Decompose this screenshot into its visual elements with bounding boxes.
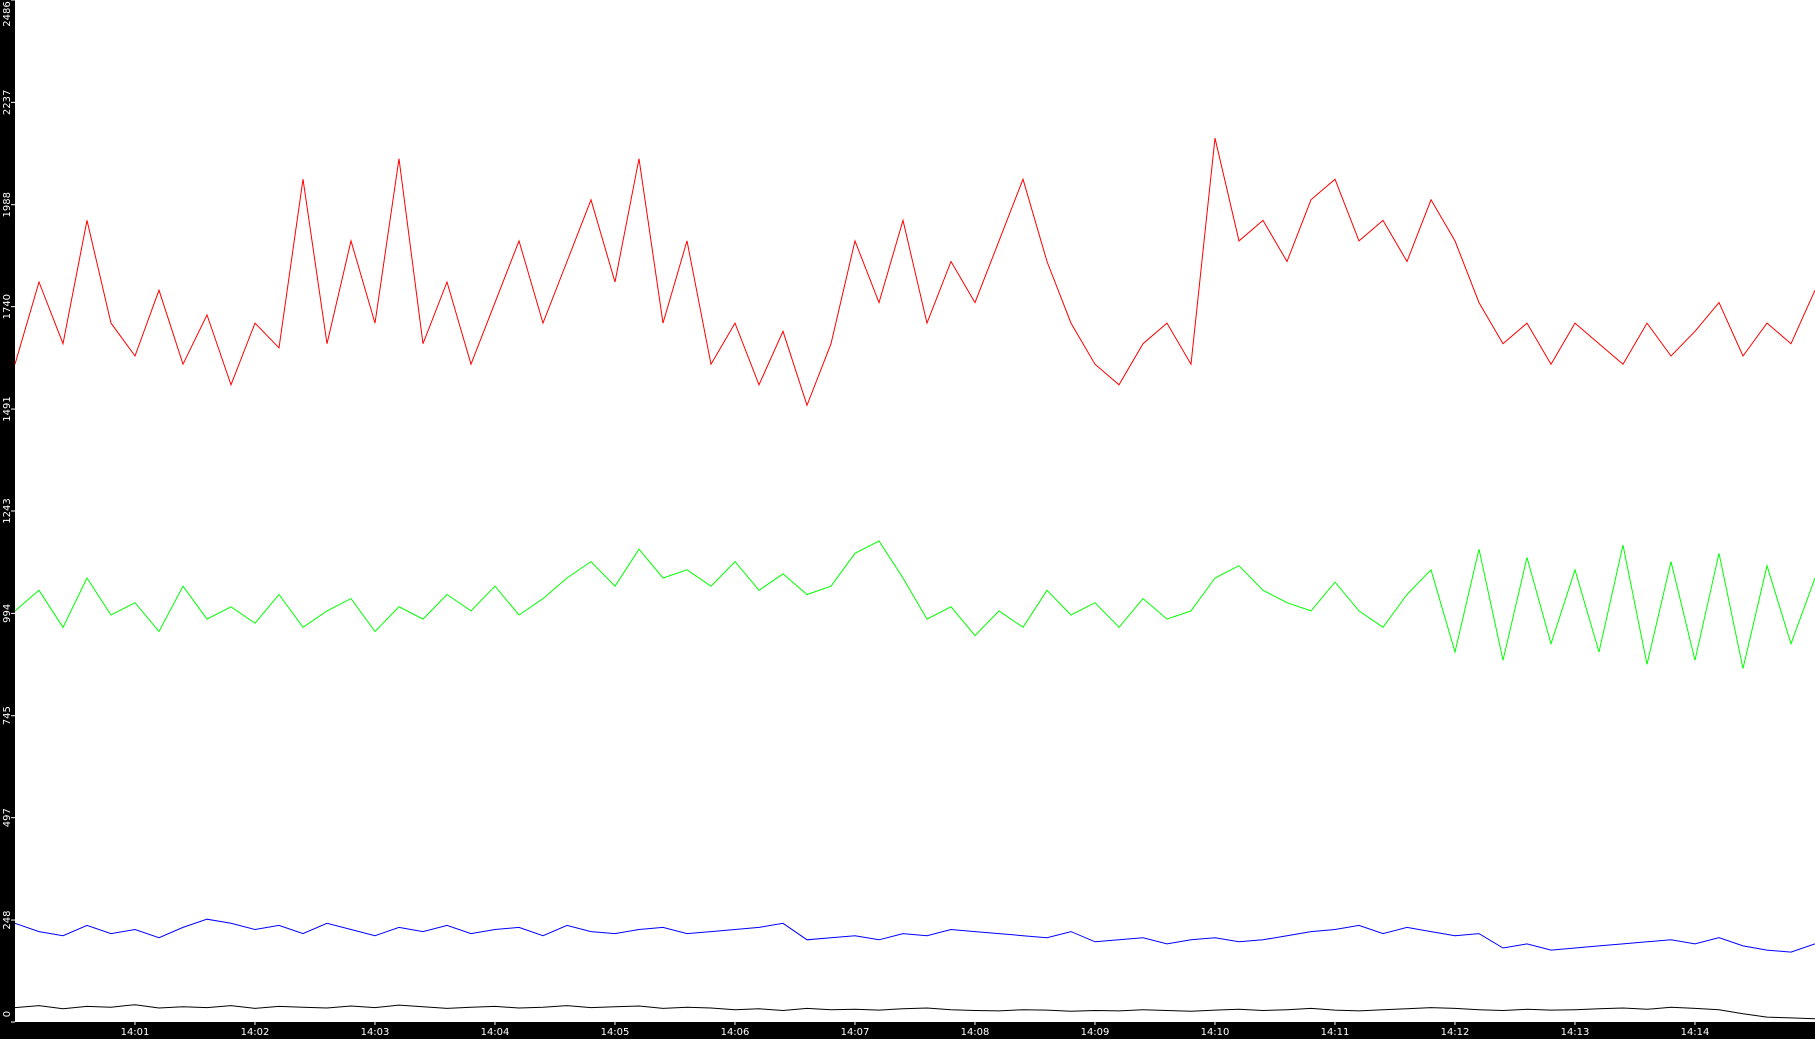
y-tick-label: 994	[2, 604, 13, 623]
series-line	[14, 918, 1815, 953]
series-line	[14, 540, 1815, 669]
series-line	[14, 137, 1815, 407]
y-tick-label: 1491	[2, 396, 13, 421]
x-tick-label: 14:01	[121, 1027, 150, 1038]
x-tick-label: 14:05	[601, 1027, 630, 1038]
y-tick-label: 1740	[2, 294, 13, 319]
x-tick-label: 14:09	[1081, 1027, 1110, 1038]
y-tick-label: 0	[2, 1011, 13, 1017]
y-tick-label: 745	[2, 706, 13, 725]
x-tick-label: 14:04	[481, 1027, 510, 1038]
x-tick-label: 14:07	[841, 1027, 870, 1038]
x-tick-label: 14:06	[721, 1027, 750, 1038]
x-tick-label: 14:10	[1201, 1027, 1230, 1038]
x-tick-label: 14:13	[1561, 1027, 1590, 1038]
x-tick-label: 14:11	[1321, 1027, 1350, 1038]
y-axis-strip	[0, 0, 15, 1039]
y-tick-label: 2237	[2, 90, 13, 115]
y-tick-label: 2486	[2, 1, 13, 26]
series-line	[14, 1004, 1815, 1020]
x-tick-label: 14:08	[961, 1027, 990, 1038]
x-tick-label: 14:14	[1681, 1027, 1710, 1038]
x-tick-label: 14:12	[1441, 1027, 1470, 1038]
x-tick-label: 14:02	[241, 1027, 270, 1038]
y-tick-label: 497	[2, 808, 13, 827]
y-tick-label: 248	[2, 910, 13, 929]
y-tick-label: 1988	[2, 192, 13, 217]
x-tick-label: 14:03	[361, 1027, 390, 1038]
y-tick-label: 1243	[2, 498, 13, 523]
x-axis-strip	[0, 1022, 1815, 1039]
